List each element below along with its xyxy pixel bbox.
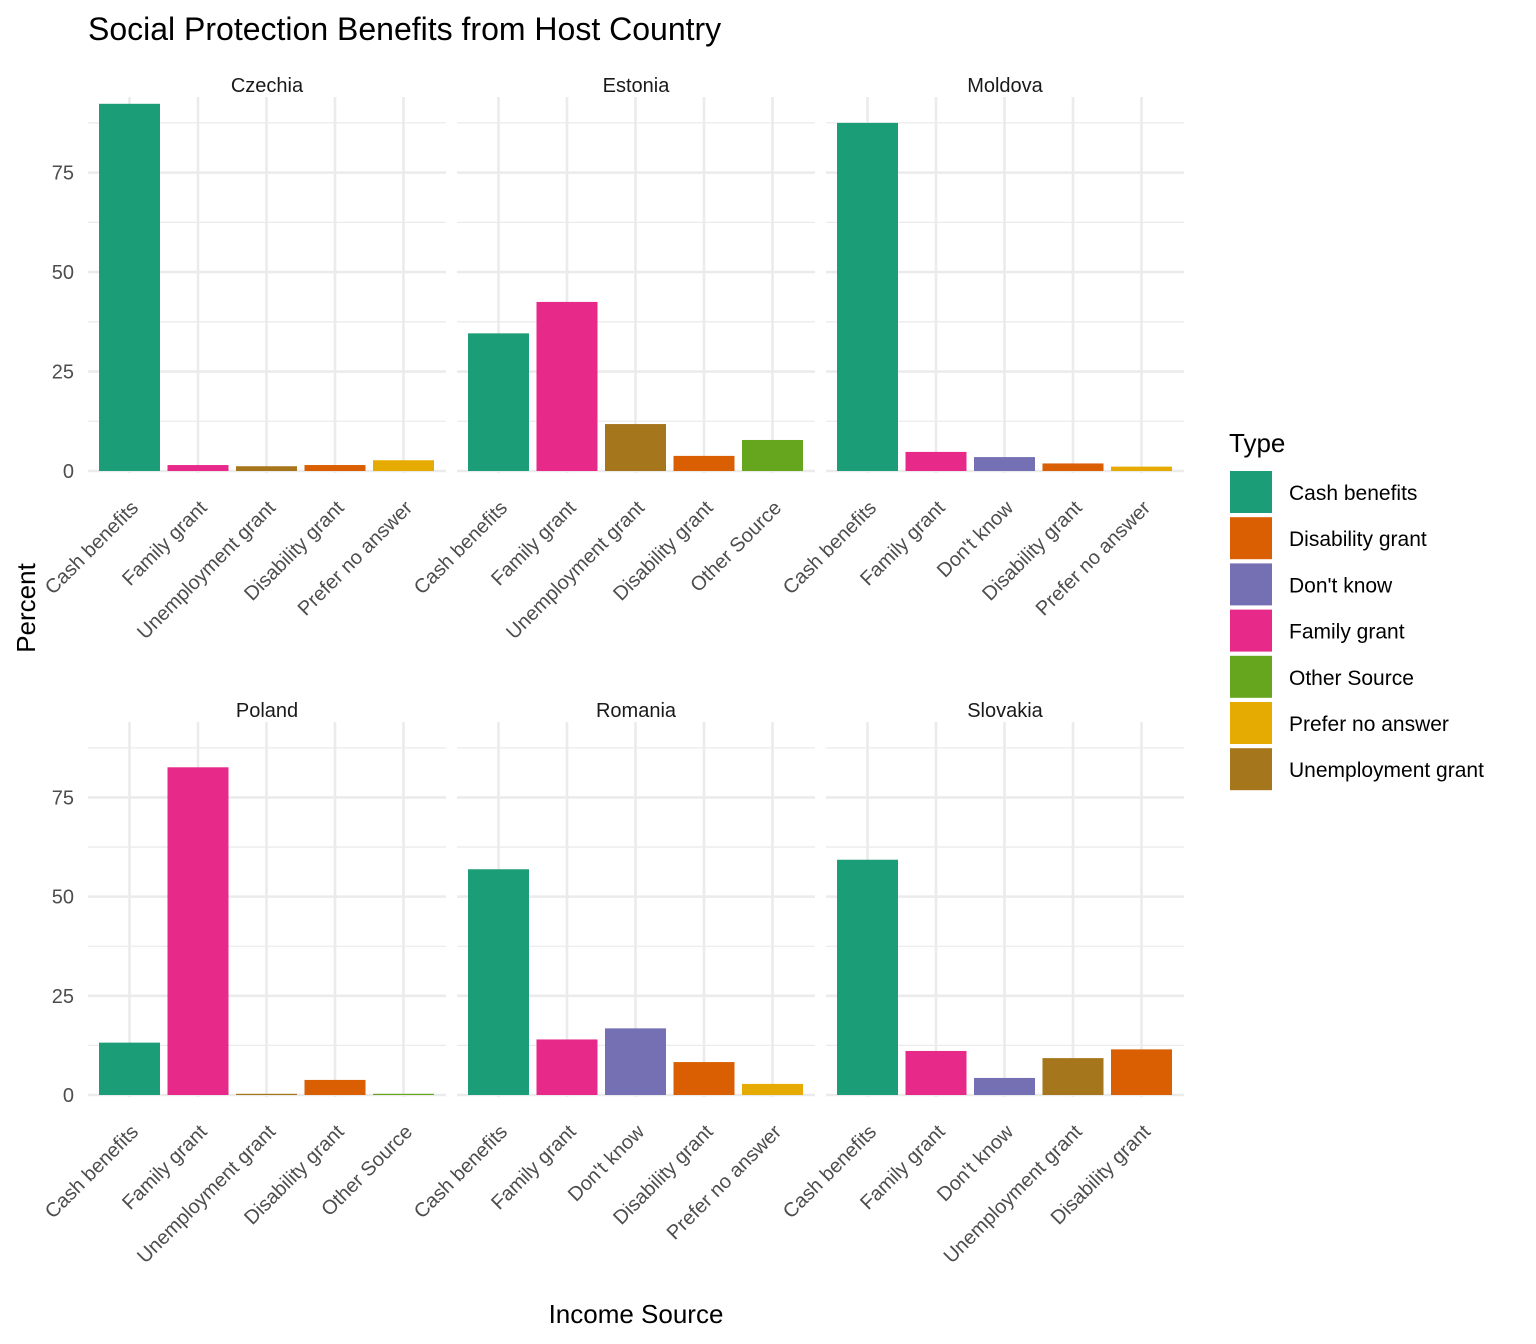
bar-romania-family-grant — [536, 1039, 598, 1095]
y-tick-label: 75 — [52, 163, 74, 185]
facet-label-poland: Poland — [236, 700, 298, 722]
y-tick-label: 0 — [63, 461, 74, 483]
facet-label-romania: Romania — [596, 700, 677, 722]
bar-moldova-disability-grant — [1042, 463, 1104, 471]
bar-romania-don-t-know — [605, 1028, 666, 1095]
bar-romania-cash-benefits — [468, 869, 529, 1095]
legend-key-unemployment-grant — [1230, 748, 1272, 791]
facet-label-estonia: Estonia — [603, 75, 671, 97]
x-tick-label: Prefer no answer — [663, 1121, 786, 1244]
bar-slovakia-family-grant — [905, 1050, 967, 1095]
legend-label-disability-grant: Disability grant — [1289, 528, 1427, 551]
legend-key-family-grant — [1230, 609, 1272, 652]
legend-key-cash-benefits — [1230, 471, 1272, 513]
x-tick-label: Unemployment grant — [133, 1121, 280, 1268]
bar-slovakia-disability-grant — [1111, 1049, 1172, 1095]
facet-label-slovakia: Slovakia — [967, 700, 1043, 722]
x-tick-label: Unemployment grant — [502, 497, 649, 644]
bar-romania-prefer-no-answer — [742, 1083, 803, 1095]
legend-label-prefer-no-answer: Prefer no answer — [1289, 713, 1449, 736]
x-tick-label: Prefer no answer — [294, 497, 417, 620]
legend-key-prefer-no-answer — [1230, 702, 1272, 744]
bar-poland-family-grant — [167, 767, 229, 1095]
legend: Type Cash benefits Disability grant Don't … — [1229, 428, 1484, 791]
bar-czechia-family-grant — [167, 465, 229, 471]
y-tick-label: 25 — [52, 986, 74, 1008]
y-axis-title: Percent — [11, 562, 41, 652]
x-tick-label: Prefer no answer — [1032, 497, 1155, 620]
bar-poland-other-source — [373, 1093, 434, 1095]
y-tick-label: 25 — [52, 362, 74, 384]
bar-estonia-cash-benefits — [468, 333, 529, 471]
y-tick-label: 75 — [52, 787, 74, 809]
bar-moldova-family-grant — [905, 451, 967, 471]
legend-title: Type — [1229, 428, 1285, 458]
bar-czechia-cash-benefits — [99, 103, 160, 471]
legend-label-don-t-know: Don't know — [1289, 574, 1393, 597]
chart-title: Social Protection Benefits from Host Cou… — [88, 11, 721, 47]
bar-romania-disability-grant — [673, 1062, 735, 1095]
legend-label-unemployment-grant: Unemployment grant — [1289, 759, 1484, 782]
bar-moldova-don-t-know — [974, 457, 1035, 471]
bar-poland-cash-benefits — [99, 1042, 160, 1095]
bar-estonia-unemployment-grant — [605, 424, 666, 471]
facet-label-czechia: Czechia — [231, 75, 304, 97]
legend-key-other-source — [1230, 655, 1272, 698]
facet-label-moldova: Moldova — [967, 75, 1043, 97]
bar-slovakia-don-t-know — [974, 1077, 1035, 1095]
x-tick-label: Unemployment grant — [940, 1121, 1087, 1268]
legend-label-cash-benefits: Cash benefits — [1289, 482, 1417, 505]
legend-key-don-t-know — [1230, 563, 1272, 606]
bar-moldova-prefer-no-answer — [1111, 466, 1172, 471]
legend-label-other-source: Other Source — [1289, 667, 1414, 690]
bar-moldova-cash-benefits — [837, 122, 898, 472]
bar-czechia-unemployment-grant — [236, 466, 297, 471]
x-axis-title: Income Source — [549, 1299, 724, 1329]
bar-estonia-family-grant — [536, 301, 598, 471]
bar-czechia-prefer-no-answer — [373, 460, 434, 471]
bar-poland-disability-grant — [304, 1079, 366, 1095]
y-tick-label: 50 — [52, 887, 74, 909]
bar-poland-unemployment-grant — [236, 1093, 297, 1095]
y-tick-label: 50 — [52, 262, 74, 284]
y-tick-label: 0 — [63, 1085, 74, 1107]
x-tick-label: Unemployment grant — [133, 497, 280, 644]
bar-slovakia-cash-benefits — [837, 859, 898, 1095]
legend-label-family-grant: Family grant — [1289, 621, 1405, 644]
bar-czechia-disability-grant — [304, 465, 366, 471]
bar-estonia-other-source — [742, 439, 803, 471]
bar-slovakia-unemployment-grant — [1042, 1058, 1104, 1095]
legend-key-disability-grant — [1230, 517, 1272, 560]
bar-estonia-disability-grant — [673, 455, 735, 471]
